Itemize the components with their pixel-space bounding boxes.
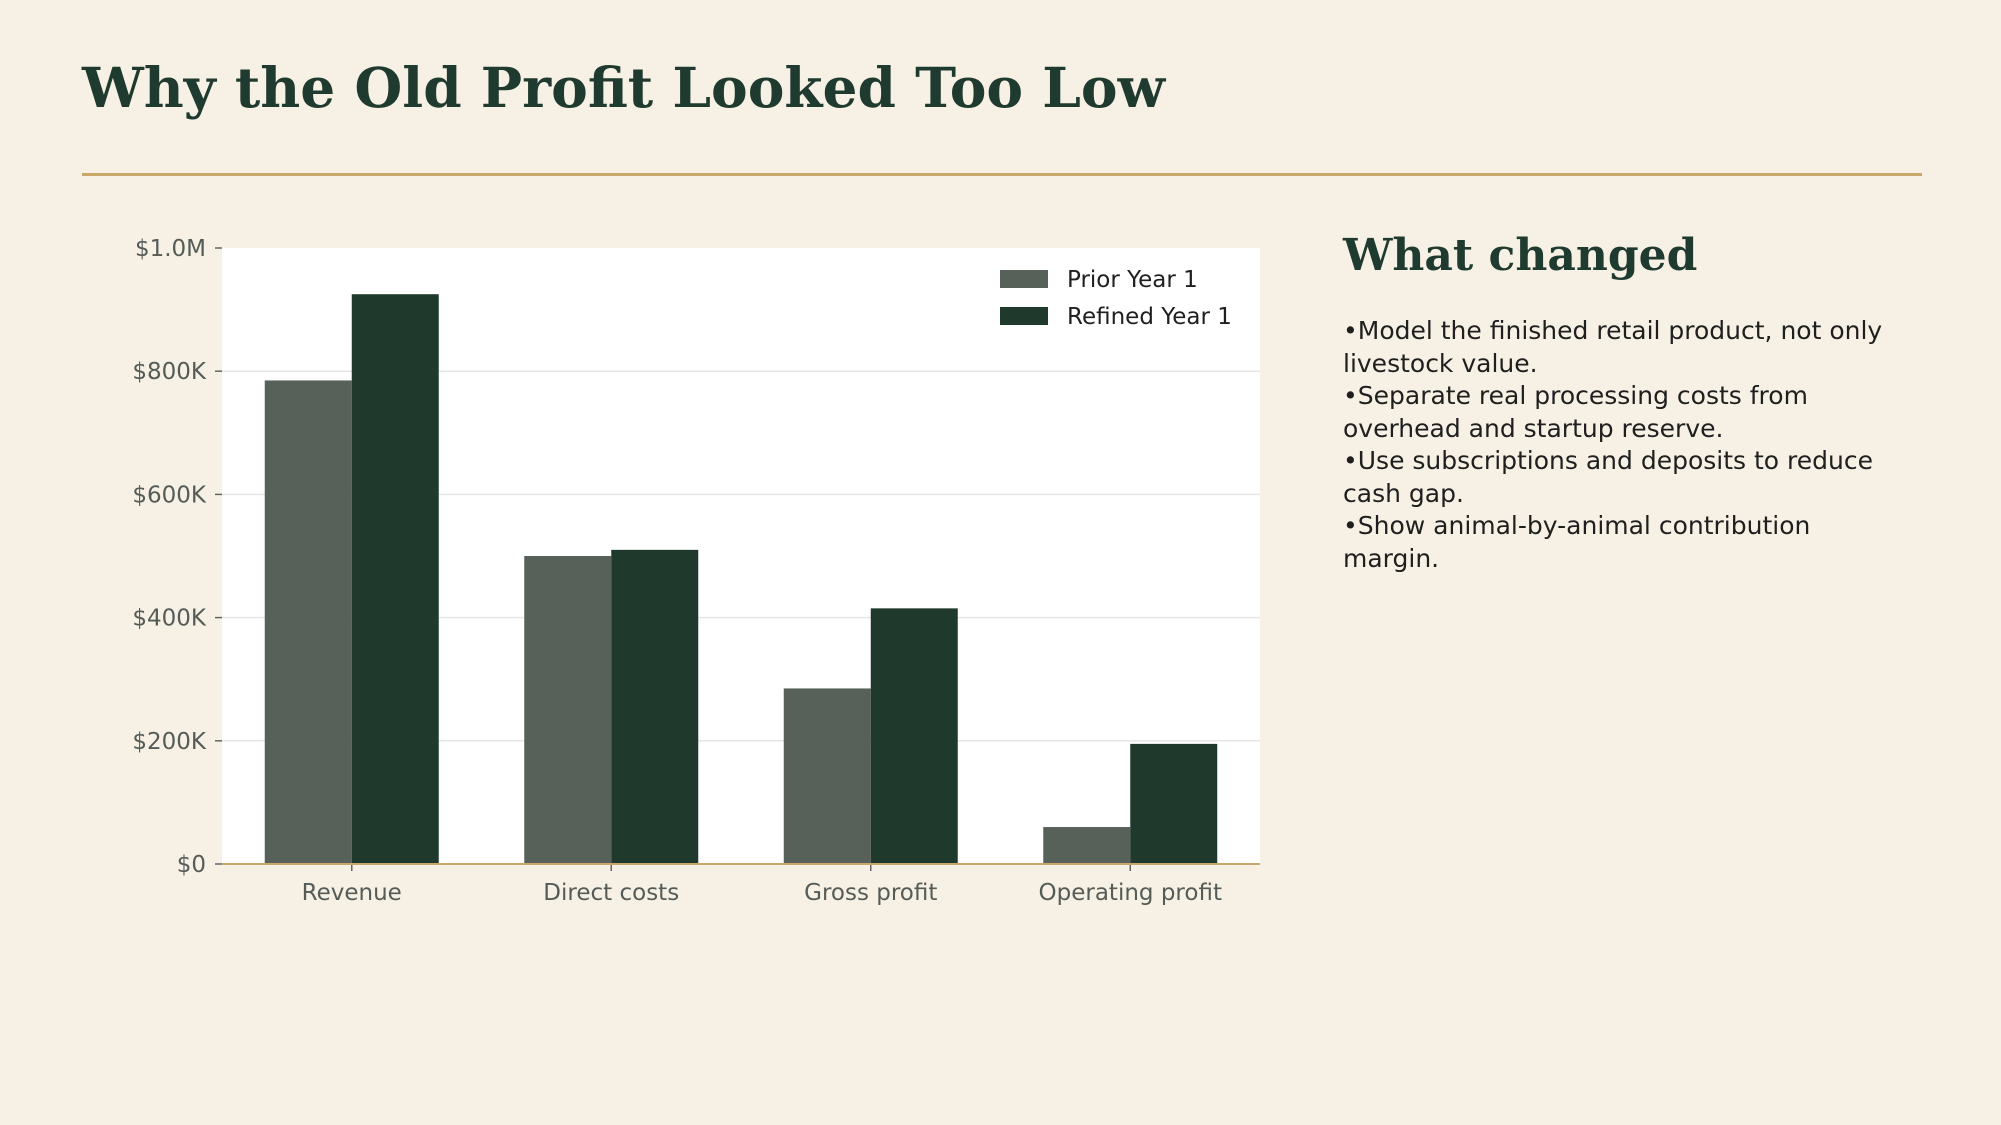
x-tick-label: Revenue <box>302 880 402 906</box>
change-list: Model the finished retail product, not o… <box>1343 315 1883 575</box>
change-item-3: Use subscriptions and deposits to reduce… <box>1343 445 1883 510</box>
bar-refined <box>611 549 699 864</box>
sidebar-heading: What changed <box>1343 230 1698 281</box>
legend-swatch <box>1000 307 1048 325</box>
bar-refined <box>1130 743 1218 864</box>
x-tick-label: Direct costs <box>543 880 679 906</box>
slide-title: Why the Old Profit Looked Too Low <box>82 55 1165 120</box>
bar-refined <box>351 294 439 864</box>
change-item-4: Show animal-by-animal contribution margi… <box>1343 510 1883 575</box>
change-item-2: Separate real processing costs from over… <box>1343 380 1883 445</box>
bar-refined <box>870 608 958 864</box>
bar-prior <box>1043 827 1131 864</box>
change-item-1: Model the finished retail product, not o… <box>1343 315 1883 380</box>
y-tick-label: $0 <box>177 852 206 878</box>
legend-label: Prior Year 1 <box>1067 267 1198 293</box>
bar-prior <box>524 556 612 864</box>
title-divider <box>82 173 1922 176</box>
legend-label: Refined Year 1 <box>1067 304 1232 330</box>
bar-chart-svg: $0 $200K $400K $600K $800K $1.0M Revenue Direct… <box>132 236 1260 906</box>
legend-swatch <box>1000 270 1048 288</box>
x-tick-label: Gross profit <box>804 880 937 906</box>
y-tick-label: $1.0M <box>135 236 206 262</box>
bar-prior <box>264 380 352 864</box>
bar-chart: $0 $200K $400K $600K $800K $1.0M Revenue Direct… <box>100 220 1300 920</box>
y-tick-label: $200K <box>132 729 207 755</box>
y-tick-label: $800K <box>132 359 207 385</box>
x-tick-label: Operating profit <box>1039 880 1222 906</box>
y-tick-label: $400K <box>132 606 207 632</box>
y-tick-label: $600K <box>132 482 207 508</box>
bar-prior <box>783 688 871 864</box>
